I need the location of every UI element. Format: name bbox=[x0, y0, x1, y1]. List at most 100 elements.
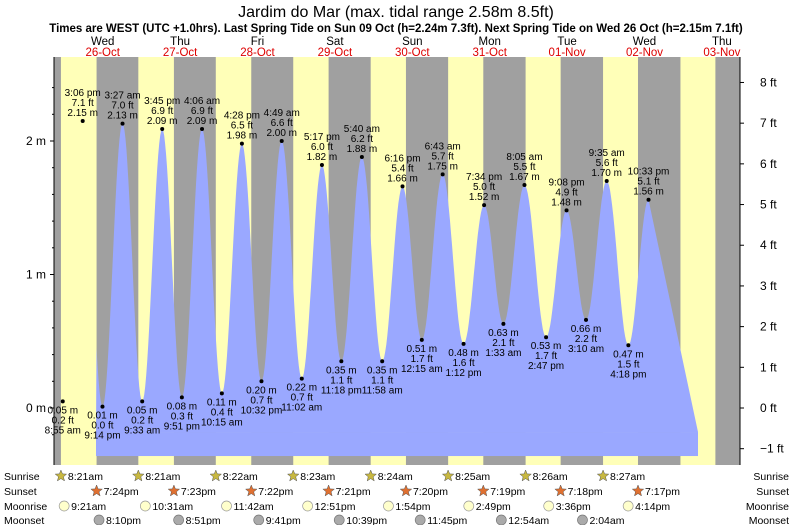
day-date: 28-Oct bbox=[240, 47, 275, 59]
tide-time: 4:06 am bbox=[184, 96, 220, 107]
tide-height-m: 2.15 m bbox=[67, 108, 98, 119]
astro-label-left: Sunset bbox=[4, 486, 37, 498]
day-date: 03-Nov bbox=[703, 47, 740, 59]
moonset-time: 11:45pm bbox=[427, 515, 467, 525]
moonset-icon bbox=[93, 514, 105, 525]
tide-time: 1:33 am bbox=[485, 348, 521, 359]
moonset-time: 12:54am bbox=[508, 515, 549, 525]
tide-time: 11:18 pm bbox=[321, 385, 362, 396]
tide-height-ft: 1.7 ft bbox=[535, 351, 557, 362]
tide-height-ft: 0.3 ft bbox=[171, 411, 193, 422]
tide-height-ft: 2.1 ft bbox=[492, 338, 514, 349]
moonset-icon bbox=[577, 514, 588, 525]
tide-height-ft: 1.1 ft bbox=[371, 375, 393, 386]
axes: 0 m 1 m 2 m −1 ft 0 ft 1 ft 2 ft 3 ft 4 ft 5 ft 6 … bbox=[26, 57, 784, 465]
tide-point bbox=[319, 163, 324, 168]
tide-time: 12:15 am bbox=[401, 364, 443, 375]
sunrise-icon bbox=[286, 469, 300, 482]
sunrise-time: 8:25am bbox=[455, 471, 490, 483]
tide-height-m: 1.66 m bbox=[387, 173, 418, 184]
sunrise-time: 8:27am bbox=[610, 471, 645, 483]
tide-height-ft: 5.1 ft bbox=[637, 177, 659, 188]
astro-table: Sunrise Sunrise Sunset Sunset Moonrise Moonri… bbox=[4, 469, 789, 525]
moonset-icon bbox=[414, 514, 426, 525]
astro-label-right: Moonrise bbox=[746, 501, 789, 513]
tide-time: 4:28 pm bbox=[224, 111, 260, 122]
tide-height-ft: 5.4 ft bbox=[391, 163, 413, 174]
sunrise-icon bbox=[54, 469, 68, 482]
tide-height-ft: 6.0 ft bbox=[311, 142, 333, 153]
tide-height-m: 2.00 m bbox=[266, 128, 297, 139]
tide-height-m: 0.05 m bbox=[127, 405, 158, 416]
sunset-time: 7:17pm bbox=[645, 486, 680, 498]
tide-point bbox=[564, 208, 569, 213]
moonrise-icon bbox=[622, 500, 634, 512]
tide-point bbox=[380, 359, 385, 364]
tide-time: 9:14 pm bbox=[84, 431, 120, 442]
tide-height-m: 0.66 m bbox=[571, 324, 602, 335]
day-name: Tue bbox=[557, 36, 576, 48]
sunrise-icon bbox=[441, 469, 455, 482]
sunset-icon bbox=[399, 484, 413, 497]
moonset-icon bbox=[173, 514, 184, 525]
tide-height-ft: 6.5 ft bbox=[231, 121, 253, 132]
tide-time: 6:43 am bbox=[425, 141, 461, 152]
tide-height-ft: 2.2 ft bbox=[575, 334, 597, 345]
tide-height-ft: 4.9 ft bbox=[555, 187, 577, 198]
sunset-icon bbox=[90, 484, 103, 497]
sunset-icon bbox=[167, 484, 181, 497]
sunset-time: 7:22pm bbox=[258, 486, 293, 498]
sunset-time: 7:24pm bbox=[104, 486, 139, 498]
tide-height-ft: 5.6 ft bbox=[596, 158, 618, 169]
tide-time: 5:17 pm bbox=[304, 132, 340, 143]
tide-time: 5:40 am bbox=[344, 124, 380, 135]
tide-height-m: 1.98 m bbox=[227, 131, 258, 142]
tide-point bbox=[219, 391, 224, 396]
tide-point bbox=[400, 184, 405, 189]
tide-height-m: 0.11 m bbox=[207, 397, 237, 408]
y-tick-label-ft: 5 ft bbox=[760, 198, 777, 212]
tide-point bbox=[419, 337, 424, 342]
tide-curve bbox=[96, 123, 698, 433]
astro-label-right: Sunset bbox=[756, 486, 789, 498]
tide-height-m: 1.75 m bbox=[427, 161, 458, 172]
moonrise-time: 11:42am bbox=[234, 501, 274, 513]
moonrise-icon bbox=[543, 500, 555, 512]
day-name: Sat bbox=[326, 36, 344, 48]
tide-height-ft: 0.7 ft bbox=[250, 395, 272, 406]
tide-height-ft: 0.0 ft bbox=[91, 421, 113, 432]
tide-time: 3:27 am bbox=[104, 91, 140, 102]
moonset-time: 9:41pm bbox=[266, 515, 301, 525]
tide-time: 2:47 pm bbox=[528, 361, 564, 372]
sunrise-time: 8:26am bbox=[533, 471, 568, 483]
tide-height-ft: 0.2 ft bbox=[52, 415, 74, 426]
tide-time: 7:34 pm bbox=[466, 172, 502, 183]
y-tick-label-ft: 3 ft bbox=[760, 279, 777, 293]
moonrise-time: 9:21am bbox=[71, 501, 106, 513]
daylight-band bbox=[60, 57, 97, 465]
tide-point bbox=[179, 395, 184, 400]
tide-time: 8:05 am bbox=[506, 152, 542, 163]
tide-height-m: 1.56 m bbox=[633, 187, 664, 198]
moonset-time: 2:04am bbox=[589, 515, 624, 525]
day-name: Sun bbox=[402, 36, 422, 48]
y-tick-label-m: 0 m bbox=[26, 401, 46, 415]
tide-point bbox=[279, 139, 284, 143]
tide-height-m: 0.63 m bbox=[488, 328, 519, 339]
tide-height-ft: 5.5 ft bbox=[513, 162, 535, 173]
tide-height-ft: 7.0 ft bbox=[111, 101, 133, 112]
sunset-time: 7:20pm bbox=[413, 486, 448, 498]
tide-height-ft: 1.6 ft bbox=[452, 358, 474, 369]
moonset-icon bbox=[253, 514, 265, 525]
y-tick-label-ft: 8 ft bbox=[760, 75, 777, 89]
day-date: 30-Oct bbox=[395, 47, 430, 59]
day-date: 26-Oct bbox=[85, 47, 120, 59]
astro-label-left: Moonrise bbox=[4, 501, 47, 513]
sunrise-icon bbox=[519, 469, 532, 482]
tide-height-m: 1.48 m bbox=[551, 197, 582, 208]
tide-time: 3:10 am bbox=[568, 344, 604, 355]
tide-point bbox=[626, 343, 631, 348]
day-name: Wed bbox=[633, 36, 656, 48]
day-name: Mon bbox=[479, 36, 501, 48]
moonrise-time: 4:14pm bbox=[635, 501, 670, 513]
